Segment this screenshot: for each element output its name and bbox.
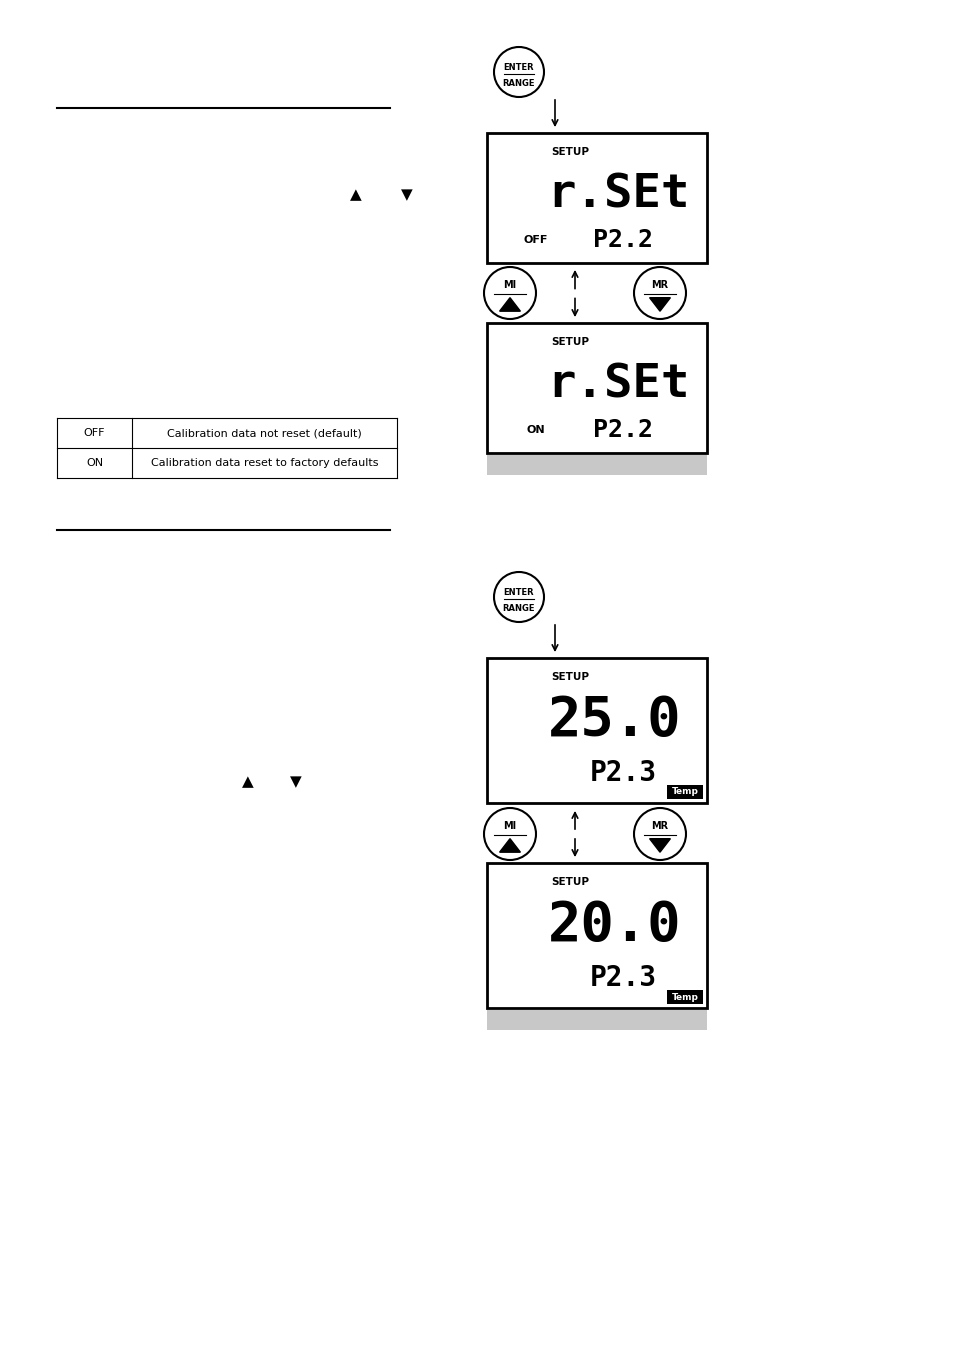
Text: ▼: ▼ xyxy=(400,188,413,203)
FancyBboxPatch shape xyxy=(666,786,702,799)
Text: SETUP: SETUP xyxy=(551,877,589,887)
Text: ▼: ▼ xyxy=(290,775,301,790)
Text: SETUP: SETUP xyxy=(551,147,589,157)
Text: ENTER: ENTER xyxy=(503,588,534,598)
Text: ▲: ▲ xyxy=(242,775,253,790)
Text: P2.2: P2.2 xyxy=(593,418,653,442)
Circle shape xyxy=(494,572,543,622)
Polygon shape xyxy=(649,838,670,852)
FancyBboxPatch shape xyxy=(486,323,706,453)
Text: RANGE: RANGE xyxy=(502,78,535,88)
Text: Calibration data reset to factory defaults: Calibration data reset to factory defaul… xyxy=(151,458,377,468)
Text: MR: MR xyxy=(651,280,668,291)
Text: SETUP: SETUP xyxy=(551,672,589,681)
Circle shape xyxy=(494,47,543,97)
Text: Temp: Temp xyxy=(671,992,698,1002)
Text: Temp: Temp xyxy=(671,787,698,796)
FancyBboxPatch shape xyxy=(486,658,706,803)
Circle shape xyxy=(483,266,536,319)
FancyBboxPatch shape xyxy=(486,132,706,264)
Text: MR: MR xyxy=(651,821,668,831)
Polygon shape xyxy=(499,297,519,311)
FancyBboxPatch shape xyxy=(486,456,706,475)
FancyBboxPatch shape xyxy=(666,990,702,1005)
Text: RANGE: RANGE xyxy=(502,604,535,612)
Polygon shape xyxy=(499,838,519,852)
Text: P2.2: P2.2 xyxy=(593,227,653,251)
Text: 20.0: 20.0 xyxy=(547,899,680,952)
Text: ▲: ▲ xyxy=(350,188,361,203)
Circle shape xyxy=(634,266,685,319)
Text: ON: ON xyxy=(86,458,103,468)
Text: MI: MI xyxy=(503,821,516,831)
FancyBboxPatch shape xyxy=(486,863,706,1009)
Circle shape xyxy=(483,808,536,860)
Text: SETUP: SETUP xyxy=(551,337,589,347)
Circle shape xyxy=(634,808,685,860)
Text: OFF: OFF xyxy=(84,429,105,438)
Text: OFF: OFF xyxy=(522,235,547,245)
Text: r.SEt: r.SEt xyxy=(547,362,690,408)
Text: P2.3: P2.3 xyxy=(589,964,657,991)
Text: ENTER: ENTER xyxy=(503,64,534,72)
FancyBboxPatch shape xyxy=(486,1010,706,1030)
Text: ON: ON xyxy=(525,425,544,434)
Polygon shape xyxy=(649,297,670,311)
Text: Calibration data not reset (default): Calibration data not reset (default) xyxy=(167,429,361,438)
Text: r.SEt: r.SEt xyxy=(547,173,690,218)
Text: 25.0: 25.0 xyxy=(547,694,680,746)
Text: MI: MI xyxy=(503,280,516,291)
Text: P2.3: P2.3 xyxy=(589,758,657,787)
